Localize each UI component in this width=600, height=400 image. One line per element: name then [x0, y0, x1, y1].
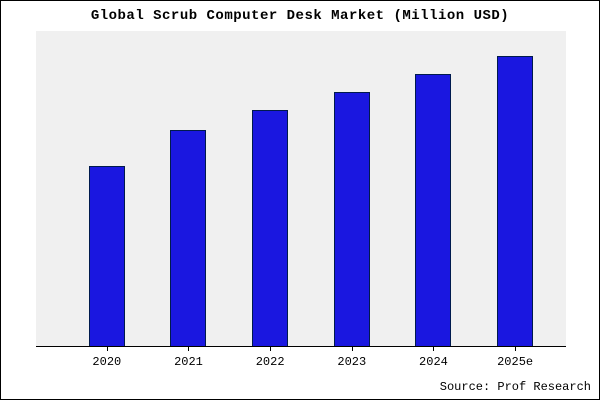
x-label-2023: 2023 — [334, 347, 370, 373]
x-label-2022: 2022 — [252, 347, 288, 373]
x-label-text: 2024 — [419, 355, 448, 369]
bar-2021 — [170, 130, 207, 346]
x-label-text: 2021 — [174, 355, 203, 369]
x-label-text: 2023 — [337, 355, 367, 369]
x-axis-labels: 2020 2021 2022 2023 2024 2025e — [36, 347, 566, 373]
bar-2024 — [415, 74, 452, 346]
bar-2023 — [333, 92, 370, 346]
x-label-text: 2020 — [92, 355, 122, 369]
bar-2025e — [497, 56, 534, 346]
x-tick-2025e — [515, 347, 517, 351]
x-label-2021: 2021 — [170, 347, 206, 373]
source-text: Source: Prof Research — [439, 380, 591, 394]
bars-group — [36, 31, 566, 346]
chart-title: Global Scrub Computer Desk Market (Milli… — [90, 8, 510, 24]
x-tick-2022 — [270, 347, 272, 351]
bar-2022 — [252, 110, 289, 346]
x-tick-2024 — [433, 347, 435, 351]
plot-area — [36, 31, 566, 347]
x-label-2025e: 2025e — [497, 347, 533, 373]
x-tick-2020 — [106, 347, 108, 351]
bar-2020 — [88, 166, 125, 346]
x-tick-2023 — [351, 347, 353, 351]
x-label-text: 2025e — [497, 355, 534, 369]
x-tick-2021 — [188, 347, 190, 351]
x-label-2020: 2020 — [89, 347, 125, 373]
x-label-text: 2022 — [255, 355, 285, 369]
x-label-2024: 2024 — [415, 347, 451, 373]
